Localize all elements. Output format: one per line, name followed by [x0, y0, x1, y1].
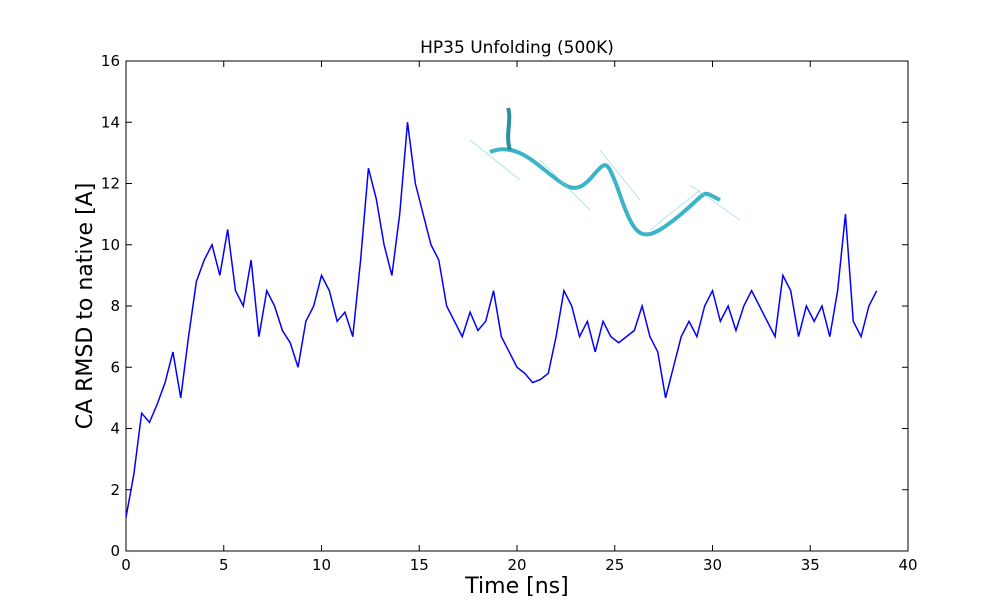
y-tick-label: 2 [110, 481, 120, 499]
y-tick-label: 14 [101, 113, 120, 131]
x-tick-label: 0 [121, 556, 131, 574]
x-tick-label: 10 [312, 556, 331, 574]
y-axis-label: CA RMSD to native [A] [73, 183, 98, 430]
chart-title: HP35 Unfolding (500K) [420, 38, 614, 58]
y-tick-label: 12 [101, 175, 120, 193]
y-tick-label: 4 [110, 420, 120, 438]
x-tick-label: 40 [898, 556, 917, 574]
data-line [125, 122, 878, 518]
y-tick-label: 6 [110, 358, 120, 376]
x-tick-label: 5 [219, 556, 229, 574]
protein-image [469, 107, 741, 237]
x-axis-label: Time [ns] [464, 574, 568, 599]
y-tick-label: 0 [110, 542, 120, 560]
x-tick-label: 20 [507, 556, 526, 574]
y-tick-label: 10 [101, 236, 120, 254]
x-tick-label: 30 [703, 556, 722, 574]
x-tick-label: 25 [605, 556, 624, 574]
x-tick-label: 35 [801, 556, 820, 574]
y-tick-label: 8 [110, 297, 120, 315]
x-tick-label: 15 [410, 556, 429, 574]
y-tick-label: 16 [101, 52, 120, 70]
